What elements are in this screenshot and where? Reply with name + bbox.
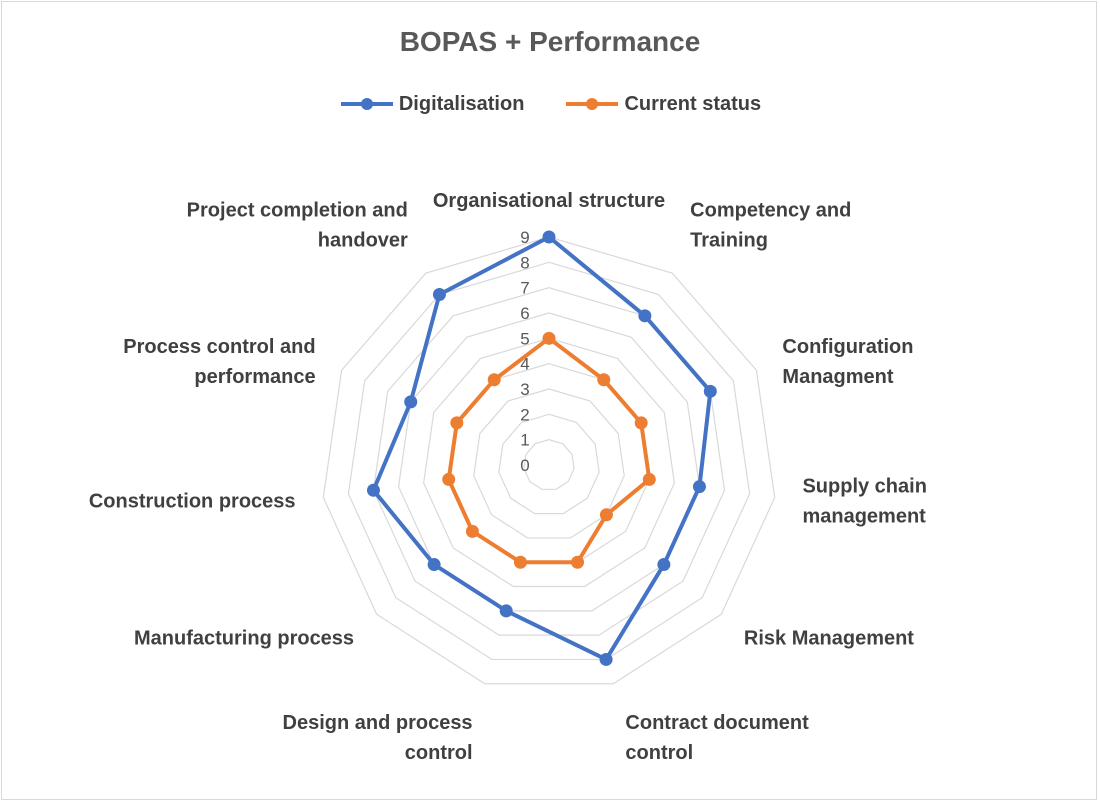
tick-label-6: 6 [520, 304, 529, 323]
tick-label-5: 5 [520, 329, 529, 348]
legend-label-digitalisation: Digitalisation [398, 92, 525, 115]
category-label-line: Supply chain [802, 476, 926, 498]
series-0-point-6 [499, 604, 513, 618]
series-0-point-8 [366, 483, 380, 497]
category-label-4: Risk Management [744, 628, 914, 650]
series-line-1 [446, 336, 652, 565]
category-label-2: Configuration Managment [782, 336, 913, 388]
category-label-line: Project completion and [187, 200, 408, 222]
category-label-6: Design and process control [283, 712, 473, 764]
category-label-line: Configuration [782, 336, 913, 358]
legend-marker-digitalisation [340, 98, 393, 110]
category-label-7: Manufacturing process [134, 628, 354, 650]
category-label-line: Contract document [625, 712, 809, 734]
series-1-point-7 [465, 524, 479, 538]
category-label-8: Construction process [89, 491, 296, 513]
legend-marker-current-status [566, 98, 619, 110]
category-label-line: Process control and [123, 336, 315, 358]
tick-label-9: 9 [520, 228, 529, 247]
series-1-point-8 [442, 472, 456, 486]
series-1-point-9 [450, 416, 464, 430]
category-label-10: Project completion and handover [187, 200, 408, 252]
grid-ring-9 [322, 236, 776, 685]
tick-label-4: 4 [520, 355, 529, 374]
series-1-point-1 [597, 373, 611, 387]
series-1-point-5 [571, 555, 585, 569]
category-label-9: Process control and performance [123, 336, 315, 388]
grid-ring-5 [423, 337, 675, 588]
series-1-point-6 [513, 555, 527, 569]
series-0-point-3 [692, 480, 706, 494]
series-1-point-3 [642, 472, 656, 486]
series-1-point-2 [634, 416, 648, 430]
category-label-line: control [625, 742, 693, 764]
category-label-0: Organisational structure [433, 190, 665, 212]
grid-ring-1 [523, 439, 575, 490]
series-0-point-9 [404, 395, 418, 409]
category-label-5: Contract document control [625, 712, 809, 764]
category-label-line: control [405, 742, 473, 764]
category-label-line: Managment [782, 366, 893, 388]
category-label-line: Design and process [283, 712, 473, 734]
chart-title: BOPAS + Performance [399, 26, 701, 57]
tick-label-1: 1 [520, 431, 529, 450]
category-label-line: Risk Management [744, 628, 914, 650]
tick-label-2: 2 [520, 405, 529, 424]
category-label-line: Construction process [89, 491, 296, 513]
category-label-line: management [802, 506, 926, 528]
grid-ring-8 [347, 261, 751, 661]
category-label-line: Competency and [690, 200, 851, 222]
category-label-3: Supply chain management [802, 476, 926, 528]
category-label-line: handover [318, 230, 408, 252]
series-0-point-2 [703, 384, 717, 398]
series-1-point-4 [599, 508, 613, 522]
series-line-0 [371, 235, 713, 662]
category-label-line: Organisational structure [433, 190, 665, 212]
category-label-line: Training [690, 230, 768, 252]
category-label-line: Manufacturing process [134, 628, 354, 650]
legend-item-current-status: Current status [564, 90, 761, 118]
tick-label-3: 3 [520, 380, 529, 399]
legend: Digitalisation Current status [2, 90, 1098, 118]
series-1-point-0 [542, 331, 556, 345]
series-1-point-10 [487, 373, 501, 387]
series-0-point-1 [638, 309, 652, 323]
legend-item-digitalisation: Digitalisation [339, 90, 525, 118]
series-0-point-7 [427, 558, 441, 572]
grid-ring-3 [473, 388, 625, 539]
category-label-line: performance [194, 366, 315, 388]
series-0-point-5 [599, 652, 613, 666]
category-label-1: Competency and Training [690, 200, 851, 252]
series-0-point-10 [432, 288, 446, 302]
grid-ring-6 [397, 312, 701, 612]
tick-label-8: 8 [520, 253, 529, 272]
legend-label-current-status: Current status [624, 92, 762, 115]
tick-label-7: 7 [520, 279, 529, 298]
tick-label-0: 0 [520, 456, 529, 475]
grid-ring-2 [498, 413, 600, 515]
series-0-point-0 [542, 230, 556, 244]
series-0-point-4 [657, 558, 671, 572]
